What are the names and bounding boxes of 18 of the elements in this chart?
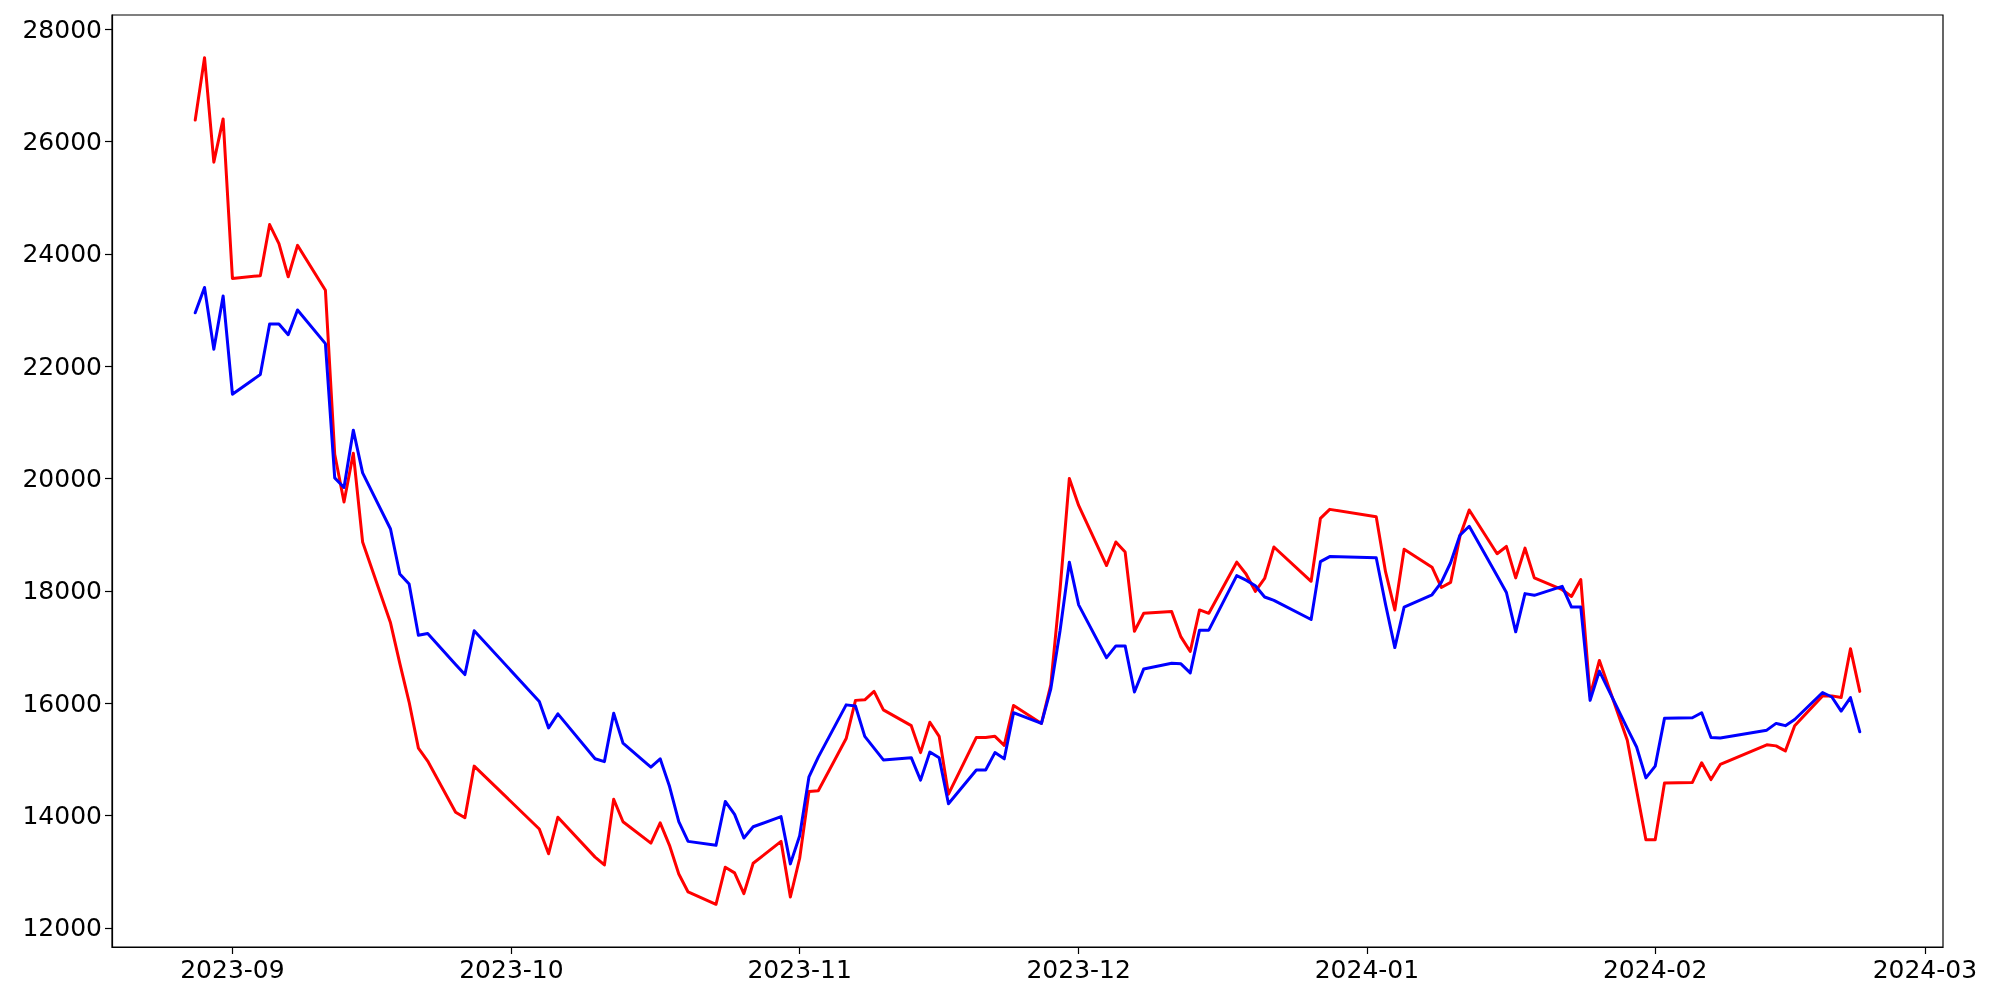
x-tick-label: 2023-11 (747, 955, 852, 984)
y-tick-label: 20000 (22, 463, 102, 493)
x-tick-label: 2023-12 (1026, 955, 1131, 984)
y-tick-label: 16000 (22, 688, 102, 718)
line-series (193, 285, 1862, 866)
x-tick-label: 2024-02 (1602, 955, 1708, 984)
y-tick-label: 22000 (22, 351, 102, 381)
y-tick-label: 26000 (22, 126, 102, 156)
line-series (193, 56, 1862, 906)
y-tick-label: 24000 (22, 239, 102, 269)
y-tick-label: 28000 (22, 14, 102, 44)
y-tick-label: 12000 (22, 913, 102, 943)
x-tick-label: 2023-10 (459, 955, 564, 984)
y-tick-label: 14000 (22, 801, 102, 831)
x-tick-label: 2023-09 (180, 955, 285, 984)
x-tick-label: 2024-01 (1314, 955, 1420, 984)
x-tick-label: 2024-03 (1872, 955, 1978, 984)
y-tick-label: 18000 (22, 576, 102, 606)
